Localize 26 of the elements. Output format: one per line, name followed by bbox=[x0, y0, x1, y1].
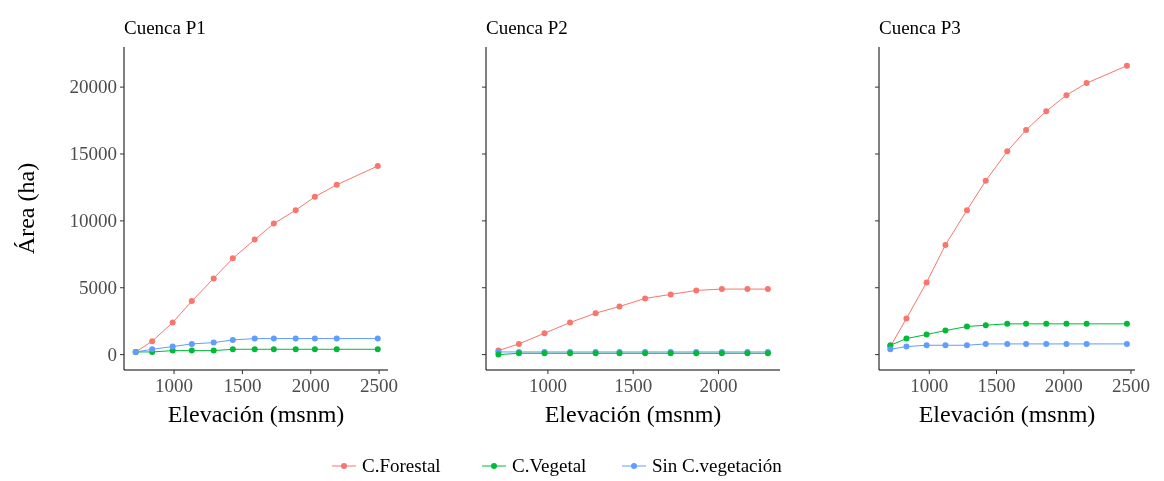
x-tick-label: 2500 bbox=[1111, 375, 1150, 396]
x-tick-label: 1500 bbox=[977, 375, 1016, 396]
legend-label: C.Forestal bbox=[362, 455, 441, 476]
chart-title: Cuenca P2 bbox=[486, 17, 568, 38]
x-tick-label: 2000 bbox=[291, 375, 330, 396]
y-tick-label: 0 bbox=[107, 343, 117, 365]
chart-title: Cuenca P1 bbox=[124, 17, 206, 38]
y-tick-label: 5000 bbox=[79, 276, 117, 298]
x-axis-title: Elevación (msnm) bbox=[918, 401, 1096, 427]
x-tick-label: 2000 bbox=[699, 375, 738, 396]
x-tick-label: 1500 bbox=[614, 375, 653, 396]
y-tick-label: 20000 bbox=[69, 76, 117, 98]
x-tick-label: 1500 bbox=[223, 375, 262, 396]
y-tick-label: 10000 bbox=[69, 209, 117, 231]
x-tick-label: 1000 bbox=[155, 375, 194, 396]
x-axis-title: Elevación (msnm) bbox=[167, 401, 345, 427]
x-tick-label: 1000 bbox=[910, 375, 949, 396]
chart-title: Cuenca P3 bbox=[879, 17, 961, 38]
y-tick-label: 15000 bbox=[69, 143, 117, 164]
x-tick-label: 1000 bbox=[528, 375, 567, 396]
x-tick-label: 2000 bbox=[1044, 375, 1083, 396]
x-axis-title: Elevación (msnm) bbox=[544, 401, 722, 427]
x-tick-label: 2500 bbox=[360, 375, 399, 396]
y-axis-title: Área (ha) bbox=[13, 162, 39, 255]
legend-label: C.Vegetal bbox=[512, 455, 587, 476]
legend-label: Sin C.vegetación bbox=[652, 455, 783, 476]
